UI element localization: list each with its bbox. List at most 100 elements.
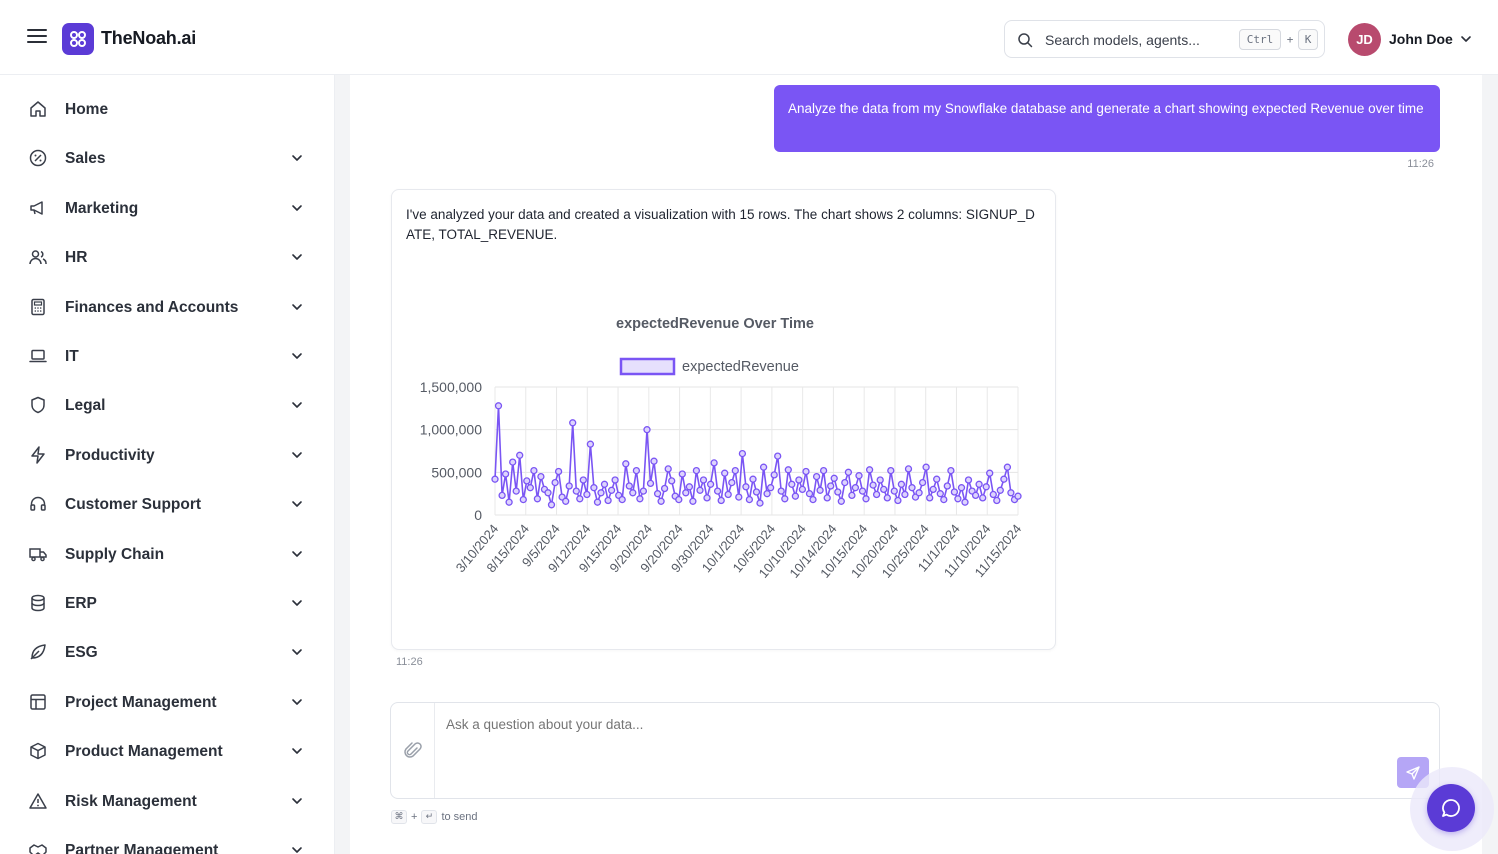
- handshake-icon: [29, 844, 47, 854]
- leaf-icon: [30, 644, 46, 660]
- data-point: [940, 495, 948, 504]
- chevron-down-icon[interactable]: [291, 597, 303, 609]
- chevron-down-icon[interactable]: [291, 152, 303, 164]
- avatar[interactable]: JD: [1348, 23, 1381, 56]
- data-point: [523, 477, 531, 485]
- data-point: [713, 487, 722, 495]
- data-point: [834, 488, 842, 496]
- attach-area: [391, 703, 435, 798]
- data-point: [887, 466, 895, 475]
- data-point: [954, 495, 962, 503]
- chevron-down-icon[interactable]: [291, 350, 303, 362]
- sidebar-item-hr[interactable]: HR: [0, 237, 334, 277]
- data-point: [865, 466, 874, 474]
- data-point: [943, 482, 951, 490]
- chevron-down-icon[interactable]: [291, 548, 303, 560]
- chevron-down-icon[interactable]: [291, 646, 303, 658]
- data-point: [816, 486, 824, 494]
- sidebar-item-label: Finances and Accounts: [65, 298, 239, 316]
- chevron-down-icon[interactable]: [291, 745, 303, 757]
- data-point: [554, 467, 563, 476]
- chevron-down-icon[interactable]: [291, 202, 303, 214]
- sidebar-item-esg[interactable]: ESG: [0, 632, 334, 672]
- data-point: [777, 487, 785, 495]
- data-point: [593, 498, 602, 506]
- brand-name[interactable]: TheNoah.ai: [101, 28, 197, 48]
- sidebar-item-partner-management[interactable]: Partner Management: [0, 830, 334, 854]
- data-point: [632, 466, 641, 475]
- data-point: [706, 480, 715, 488]
- data-point: [827, 482, 835, 490]
- sidebar-item-label: Home: [65, 101, 109, 118]
- sidebar-item-customer-support[interactable]: Customer Support: [0, 484, 334, 524]
- data-point: [703, 494, 711, 502]
- shield-icon: [31, 397, 45, 414]
- chevron-down-icon[interactable]: [291, 251, 303, 263]
- sidebar-item-project-management[interactable]: Project Management: [0, 682, 334, 722]
- sidebar-item-home[interactable]: Home: [0, 89, 334, 129]
- sidebar-item-product-management[interactable]: Product Management: [0, 731, 334, 771]
- chart-title: expectedRevenue Over Time: [616, 316, 814, 332]
- sidebar-item-supply-chain[interactable]: Supply Chain: [0, 534, 334, 574]
- sidebar-item-marketing[interactable]: Marketing: [0, 188, 334, 228]
- sidebar-item-finances-and-accounts[interactable]: Finances and Accounts: [0, 287, 334, 327]
- data-point: [618, 495, 626, 504]
- data-point: [625, 482, 633, 490]
- user-message-bubble: Analyze the data from my Snowflake datab…: [774, 85, 1440, 152]
- chevron-down-icon[interactable]: [291, 795, 303, 807]
- data-point: [685, 483, 694, 491]
- paperclip-icon[interactable]: [403, 741, 423, 761]
- assistant-message-card: I've analyzed your data and created a vi…: [391, 189, 1056, 650]
- data-point: [993, 496, 1001, 505]
- chat-input[interactable]: [446, 717, 1346, 732]
- data-point: [858, 487, 867, 495]
- assistant-message-text: I've analyzed your data and created a vi…: [406, 207, 1035, 242]
- data-point: [894, 496, 902, 505]
- send-hint: ⌘ + ↵ to send: [391, 810, 478, 824]
- sidebar-item-label: ESG: [65, 644, 98, 662]
- sidebar-item-legal[interactable]: Legal: [0, 385, 334, 425]
- data-point: [823, 494, 831, 502]
- chevron-down-icon[interactable]: [291, 449, 303, 461]
- data-point: [982, 483, 990, 491]
- hint-enter-key: ↵: [421, 810, 438, 824]
- megaphone-icon: [30, 201, 43, 215]
- data-point: [1014, 492, 1022, 500]
- sidebar-item-label: Legal: [65, 397, 106, 415]
- data-point: [766, 484, 775, 492]
- user-name[interactable]: John Doe: [1389, 31, 1453, 47]
- sidebar-item-label: Risk Management: [65, 792, 197, 810]
- chevron-down-icon[interactable]: [291, 301, 303, 313]
- data-point: [745, 495, 754, 504]
- data-point: [643, 426, 651, 434]
- chevron-down-icon[interactable]: [1460, 33, 1472, 45]
- data-point: [664, 465, 672, 473]
- data-point: [975, 480, 983, 488]
- data-point: [752, 488, 761, 496]
- sidebar-item-risk-management[interactable]: Risk Management: [0, 781, 334, 821]
- sidebar-item-label: Project Management: [65, 693, 217, 711]
- data-point: [936, 490, 944, 498]
- data-point: [957, 484, 966, 492]
- chevron-down-icon[interactable]: [291, 844, 303, 854]
- calculator-icon: [31, 298, 45, 315]
- data-point: [872, 490, 881, 499]
- data-point: [841, 478, 849, 487]
- data-point: [961, 498, 969, 506]
- data-point: [639, 487, 648, 495]
- data-point: [611, 476, 619, 484]
- chevron-down-icon[interactable]: [291, 498, 303, 510]
- data-point: [837, 497, 845, 505]
- hamburger-menu-icon[interactable]: [27, 29, 47, 45]
- sidebar-item-productivity[interactable]: Productivity: [0, 435, 334, 475]
- sidebar-item-it[interactable]: IT: [0, 336, 334, 376]
- data-point: [590, 484, 598, 492]
- sidebar-item-erp[interactable]: ERP: [0, 583, 334, 623]
- chat-support-button[interactable]: [1427, 784, 1475, 832]
- search-box[interactable]: Search models, agents... Ctrl + K: [1004, 20, 1325, 58]
- logo-icon[interactable]: [62, 23, 94, 55]
- data-point: [657, 497, 665, 505]
- chevron-down-icon[interactable]: [291, 399, 303, 411]
- chevron-down-icon[interactable]: [291, 696, 303, 708]
- sidebar-item-sales[interactable]: Sales: [0, 138, 334, 178]
